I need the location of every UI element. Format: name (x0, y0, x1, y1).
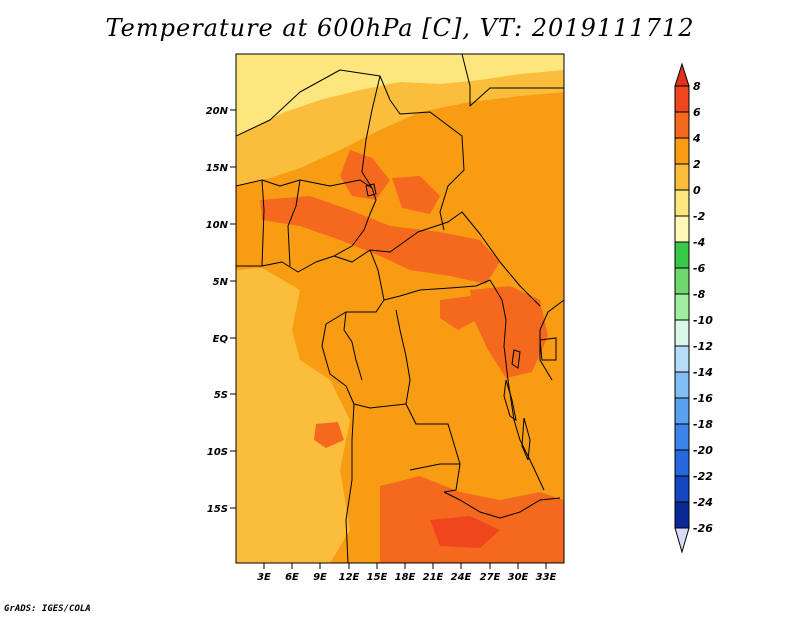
colorbar-box (674, 163, 690, 191)
lat-label: 5N (213, 277, 229, 288)
colorbar-labels: 8 6 4 2 0 -2 -4 -6 -8 -10 -12 -14 -16 -1… (692, 80, 713, 535)
shade-4-6-patch2 (440, 296, 480, 330)
lat-label: 15S (207, 504, 228, 515)
colorbar-label: -16 (693, 392, 713, 405)
colorbar-box (674, 137, 690, 165)
colorbar-box (674, 397, 690, 425)
lon-label: 12E (339, 572, 360, 583)
footer-credit: GrADS: IGES/COLA (4, 604, 91, 614)
colorbar (674, 62, 690, 554)
map-frame (235, 53, 565, 564)
lon-label: 24E (451, 572, 472, 583)
colorbar-label: -18 (693, 418, 713, 431)
colorbar-label: -8 (693, 288, 706, 301)
shade-4-6-patch (314, 422, 344, 448)
lat-label: 20N (206, 106, 229, 117)
lon-label: 15E (367, 572, 388, 583)
shade-4-6-sahel (392, 176, 440, 214)
lon-label: 27E (480, 572, 501, 583)
lat-label: 10N (206, 220, 229, 231)
colorbar-box (674, 345, 690, 373)
colorbar-box (674, 85, 690, 113)
colorbar-label: 6 (693, 106, 701, 119)
page-title: Temperature at 600hPa [C], VT: 201911171… (105, 14, 695, 42)
colorbar-box (674, 293, 690, 321)
colorbar-label: -10 (693, 314, 713, 327)
lon-label: 21E (423, 572, 444, 583)
colorbar-label: -14 (693, 366, 713, 379)
lon-label: 9E (313, 572, 327, 583)
colorbar-label: -4 (693, 236, 705, 249)
colorbar-box (674, 111, 690, 139)
lat-label: EQ (213, 334, 229, 345)
colorbar-box (674, 423, 690, 451)
colorbar-box (674, 475, 690, 503)
colorbar-label: -12 (693, 340, 713, 353)
colorbar-label: 0 (693, 184, 701, 197)
colorbar-label: -6 (693, 262, 706, 275)
shade-m2-0-north (236, 54, 564, 136)
lon-label: 3E (257, 572, 271, 583)
lon-label: 33E (536, 572, 557, 583)
lon-label: 30E (508, 572, 529, 583)
colorbar-label: 2 (693, 158, 701, 171)
shade-4-6-central (260, 196, 500, 284)
colorbar-box (674, 241, 690, 269)
borders (236, 54, 564, 563)
colorbar-box (674, 371, 690, 399)
colorbar-label: 4 (692, 132, 701, 145)
lat-axis (230, 109, 236, 509)
colorbar-label: -26 (693, 522, 713, 535)
shade-4-6-east (470, 286, 548, 378)
lon-labels: 3E 6E 9E 12E 15E 18E 21E 24E 27E 30E 33E (257, 572, 556, 583)
colorbar-top-arrow (674, 62, 690, 87)
lat-label: 15N (206, 163, 229, 174)
lon-axis (263, 563, 547, 569)
shade-6-8-south (430, 516, 500, 548)
colorbar-box (674, 501, 690, 529)
colorbar-label: -2 (693, 210, 706, 223)
colorbar-label: -24 (693, 496, 713, 509)
colorbar-label: -22 (693, 470, 713, 483)
colorbar-box (674, 215, 690, 243)
lat-label: 5S (214, 390, 228, 401)
lat-labels: 20N 15N 10N 5N EQ 5S 10S 15S (206, 106, 229, 515)
lat-label: 10S (207, 447, 228, 458)
shade-0-2-west-inner (240, 300, 280, 370)
colorbar-box (674, 189, 690, 217)
colorbar-box (674, 319, 690, 347)
shade-4-6-north (340, 150, 390, 200)
temperature-map (236, 54, 564, 563)
lakes (365, 183, 557, 461)
colorbar-bottom-arrow (674, 527, 690, 554)
colorbar-label: 8 (693, 80, 701, 93)
lon-label: 6E (285, 572, 299, 583)
colorbar-label: -20 (693, 444, 713, 457)
colorbar-box (674, 449, 690, 477)
lon-label: 18E (395, 572, 416, 583)
colorbar-box (674, 267, 690, 295)
